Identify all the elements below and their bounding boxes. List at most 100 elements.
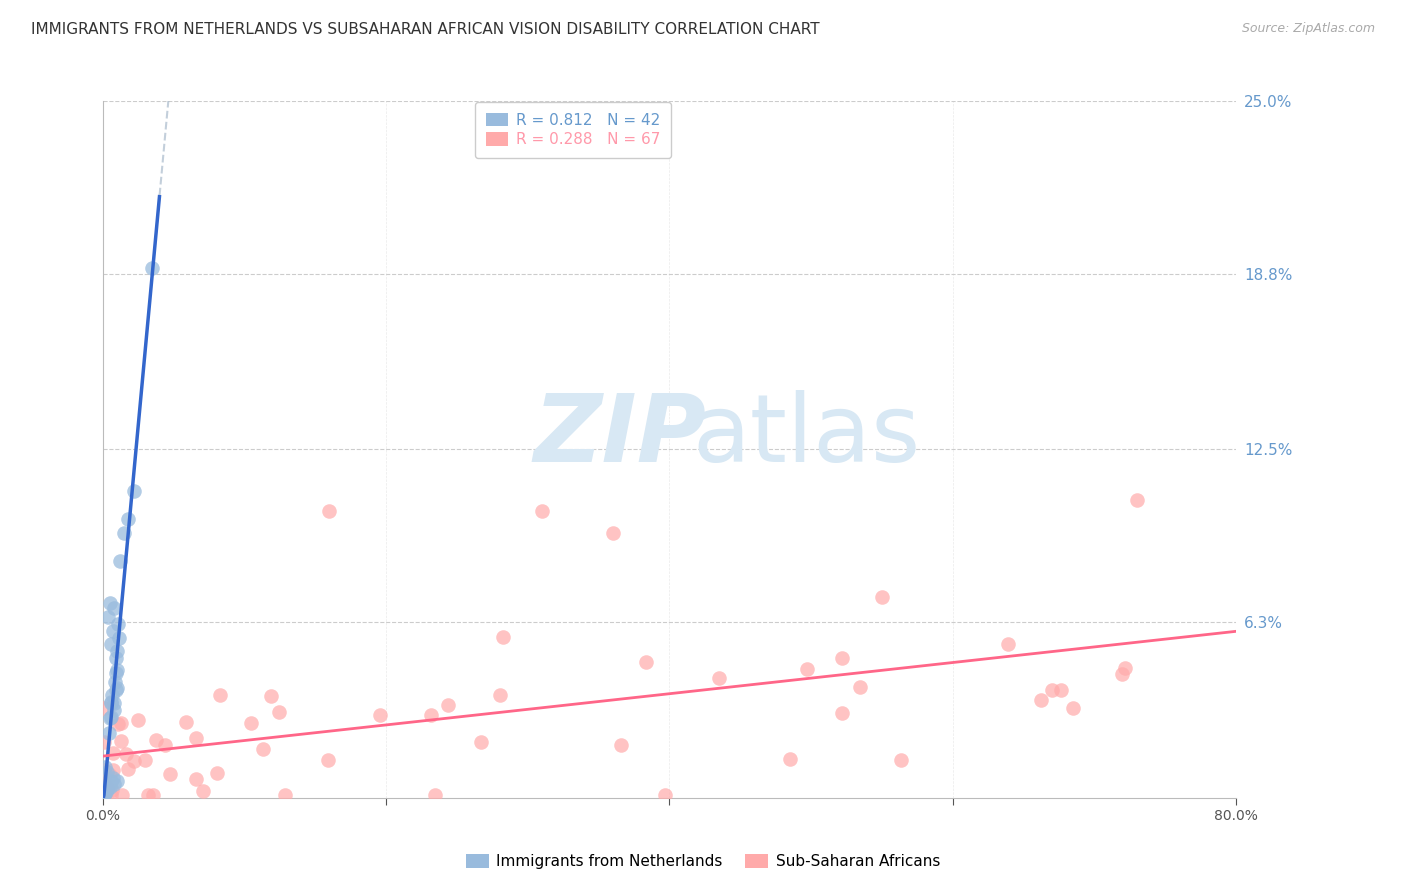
Point	[831, 706, 853, 720]
Text: IMMIGRANTS FROM NETHERLANDS VS SUBSAHARAN AFRICAN VISION DISABILITY CORRELATION : IMMIGRANTS FROM NETHERLANDS VS SUBSAHARA…	[31, 22, 820, 37]
Point	[654, 788, 676, 802]
Point	[176, 714, 198, 729]
Point	[96, 780, 118, 794]
Point	[98, 596, 121, 610]
Point	[97, 726, 120, 740]
Point	[101, 746, 124, 760]
Point	[117, 762, 139, 776]
Point	[870, 590, 893, 604]
Point	[105, 681, 128, 695]
Point	[103, 601, 125, 615]
Point	[186, 772, 208, 786]
Point	[492, 630, 515, 644]
Text: Source: ZipAtlas.com: Source: ZipAtlas.com	[1241, 22, 1375, 36]
Point	[318, 504, 340, 518]
Point	[122, 484, 145, 499]
Point	[100, 696, 122, 710]
Point	[104, 651, 127, 665]
Point	[107, 616, 129, 631]
Point	[141, 261, 163, 276]
Point	[205, 765, 228, 780]
Point	[103, 703, 125, 717]
Point	[101, 782, 124, 797]
Point	[1111, 666, 1133, 681]
Point	[108, 632, 131, 646]
Point	[104, 682, 127, 697]
Point	[103, 777, 125, 791]
Point	[425, 788, 447, 802]
Point	[110, 734, 132, 748]
Point	[96, 782, 118, 797]
Point	[193, 784, 215, 798]
Point	[97, 609, 120, 624]
Point	[831, 651, 853, 665]
Point	[107, 717, 129, 731]
Point	[96, 782, 118, 797]
Point	[100, 788, 122, 802]
Point	[489, 689, 512, 703]
Point	[1031, 693, 1053, 707]
Point	[779, 752, 801, 766]
Point	[94, 786, 117, 800]
Point	[269, 706, 291, 720]
Point	[93, 701, 115, 715]
Legend: R = 0.812   N = 42, R = 0.288   N = 67: R = 0.812 N = 42, R = 0.288 N = 67	[475, 102, 671, 158]
Point	[636, 655, 658, 669]
Point	[470, 735, 492, 749]
Point	[1050, 683, 1073, 698]
Point	[1125, 492, 1147, 507]
Point	[98, 711, 121, 725]
Point	[108, 554, 131, 568]
Point	[1042, 682, 1064, 697]
Point	[100, 774, 122, 789]
Point	[105, 663, 128, 677]
Point	[110, 788, 132, 802]
Point	[93, 788, 115, 802]
Point	[100, 695, 122, 709]
Point	[370, 707, 392, 722]
Point	[1114, 661, 1136, 675]
Point	[252, 741, 274, 756]
Text: ZIP: ZIP	[533, 390, 706, 482]
Point	[94, 785, 117, 799]
Point	[437, 698, 460, 712]
Point	[610, 738, 633, 752]
Point	[153, 738, 176, 752]
Point	[159, 766, 181, 780]
Point	[134, 753, 156, 767]
Point	[105, 666, 128, 681]
Point	[117, 512, 139, 526]
Point	[94, 768, 117, 782]
Point	[260, 689, 283, 703]
Point	[274, 788, 297, 802]
Point	[93, 788, 115, 802]
Point	[849, 681, 872, 695]
Point	[136, 788, 159, 802]
Point	[98, 780, 121, 794]
Point	[127, 713, 149, 727]
Legend: Immigrants from Netherlands, Sub-Saharan Africans: Immigrants from Netherlands, Sub-Saharan…	[460, 848, 946, 875]
Point	[94, 785, 117, 799]
Point	[145, 733, 167, 747]
Point	[93, 763, 115, 777]
Point	[186, 731, 208, 746]
Point	[318, 753, 340, 767]
Point	[112, 526, 135, 541]
Point	[100, 689, 122, 703]
Point	[530, 504, 553, 518]
Point	[208, 688, 231, 702]
Point	[997, 637, 1019, 651]
Point	[103, 763, 125, 777]
Point	[124, 754, 146, 768]
Point	[100, 710, 122, 724]
Point	[114, 747, 136, 761]
Point	[602, 526, 624, 541]
Point	[419, 708, 441, 723]
Point	[100, 637, 122, 651]
Point	[93, 735, 115, 749]
Point	[104, 674, 127, 689]
Point	[110, 716, 132, 731]
Point	[796, 662, 818, 676]
Point	[105, 644, 128, 658]
Text: atlas: atlas	[692, 390, 921, 482]
